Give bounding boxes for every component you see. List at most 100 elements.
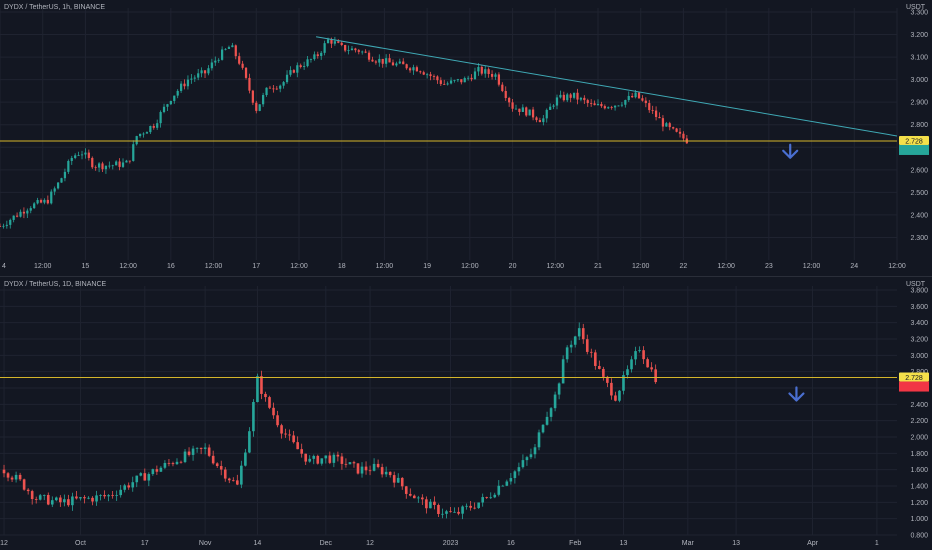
candle-body bbox=[256, 376, 259, 403]
x-tick-label: 12:00 bbox=[461, 263, 479, 270]
candle-body bbox=[505, 481, 509, 486]
candle-body bbox=[156, 123, 159, 128]
candle-body bbox=[528, 109, 531, 116]
chart-title-1d: DYDX / TetherUS, 1D, BINANCE bbox=[4, 281, 107, 288]
y-tick-label: 2.300 bbox=[910, 235, 928, 242]
candle-body bbox=[596, 103, 600, 106]
candle-body bbox=[207, 447, 211, 456]
unit-label-1d: USDT bbox=[906, 281, 926, 288]
candle-body bbox=[219, 466, 223, 470]
candle-body bbox=[490, 74, 494, 77]
candle-body bbox=[658, 116, 661, 119]
candle-body bbox=[590, 103, 593, 104]
x-tick-label: 2023 bbox=[443, 540, 459, 547]
candle-body bbox=[312, 455, 316, 459]
x-tick-label: 19 bbox=[423, 263, 431, 270]
candle-body bbox=[456, 79, 460, 81]
candle-body bbox=[480, 66, 483, 74]
candle-body bbox=[637, 92, 641, 99]
candle-body bbox=[115, 161, 118, 166]
candle-body bbox=[12, 215, 15, 220]
candle-body bbox=[538, 120, 542, 123]
candle-body bbox=[461, 506, 464, 514]
candle-body bbox=[36, 200, 39, 204]
candle-body bbox=[236, 480, 239, 485]
candle-body bbox=[600, 103, 603, 107]
candle-body bbox=[231, 45, 234, 48]
candle-body bbox=[217, 59, 220, 61]
candle-body bbox=[485, 497, 489, 498]
candle-body bbox=[661, 118, 665, 127]
candle-body bbox=[262, 95, 265, 105]
x-tick-label: 12:00 bbox=[888, 263, 906, 270]
candle-body bbox=[497, 74, 501, 85]
candle-body bbox=[97, 163, 101, 168]
candle-body bbox=[33, 203, 36, 209]
candle-body bbox=[2, 469, 6, 474]
candle-body bbox=[521, 460, 525, 468]
candle-body bbox=[449, 511, 452, 513]
candle-body bbox=[545, 109, 548, 119]
candle-body bbox=[569, 94, 572, 98]
candle-body bbox=[169, 100, 172, 105]
candle-body bbox=[400, 477, 404, 487]
candle-body bbox=[183, 451, 187, 463]
candle-body bbox=[585, 339, 589, 352]
candle-body bbox=[207, 68, 210, 74]
candle-body bbox=[304, 453, 308, 462]
candle-body bbox=[376, 463, 380, 468]
candle-body bbox=[493, 494, 497, 498]
candle-body bbox=[50, 500, 54, 505]
candle-body bbox=[672, 127, 675, 129]
candle-body bbox=[638, 350, 641, 352]
x-tick-label: 12:00 bbox=[717, 263, 735, 270]
candle-body bbox=[332, 454, 336, 463]
candle-body bbox=[620, 104, 624, 106]
candle-body bbox=[260, 376, 263, 394]
candle-body bbox=[241, 63, 244, 68]
candle-body bbox=[426, 74, 429, 76]
candle-body bbox=[552, 105, 555, 107]
candle-body bbox=[142, 133, 145, 135]
candle-body bbox=[425, 499, 428, 509]
candle-body bbox=[614, 395, 617, 401]
y-tick-label: 3.200 bbox=[910, 32, 928, 39]
candle-body bbox=[565, 347, 569, 360]
x-tick-label: Dec bbox=[320, 540, 333, 547]
candle-body bbox=[650, 367, 653, 370]
y-tick-label: 2.200 bbox=[910, 418, 928, 425]
candle-body bbox=[128, 160, 131, 162]
candle-body bbox=[19, 211, 22, 217]
candle-body bbox=[668, 123, 671, 128]
candle-body bbox=[537, 432, 541, 448]
candle-body bbox=[190, 78, 193, 80]
candle-body bbox=[0, 226, 2, 227]
candle-body bbox=[167, 462, 171, 464]
candle-body bbox=[415, 67, 419, 72]
x-tick-label: 13 bbox=[732, 540, 740, 547]
candle-body bbox=[320, 52, 323, 56]
candle-body bbox=[282, 82, 285, 86]
candle-body bbox=[159, 467, 163, 472]
candle-body bbox=[163, 462, 167, 468]
candle-body bbox=[248, 431, 251, 453]
candle-body bbox=[211, 455, 215, 464]
candle-body bbox=[613, 105, 617, 108]
candle-body bbox=[644, 100, 647, 104]
candle-body bbox=[422, 72, 425, 75]
candle-body bbox=[445, 511, 448, 514]
x-tick-label: 12:00 bbox=[803, 263, 821, 270]
candle-body bbox=[292, 435, 295, 443]
candle-body bbox=[566, 94, 569, 101]
candle-body bbox=[380, 467, 384, 475]
y-tick-label: 1.400 bbox=[910, 484, 928, 491]
candle-body bbox=[299, 65, 302, 67]
candle-body bbox=[525, 107, 528, 116]
candle-body bbox=[340, 42, 343, 46]
candle-body bbox=[549, 106, 552, 110]
x-tick-label: 12:00 bbox=[376, 263, 394, 270]
candle-body bbox=[419, 71, 422, 73]
candle-body bbox=[234, 45, 237, 57]
candle-body bbox=[145, 132, 149, 134]
candle-body bbox=[60, 178, 63, 183]
